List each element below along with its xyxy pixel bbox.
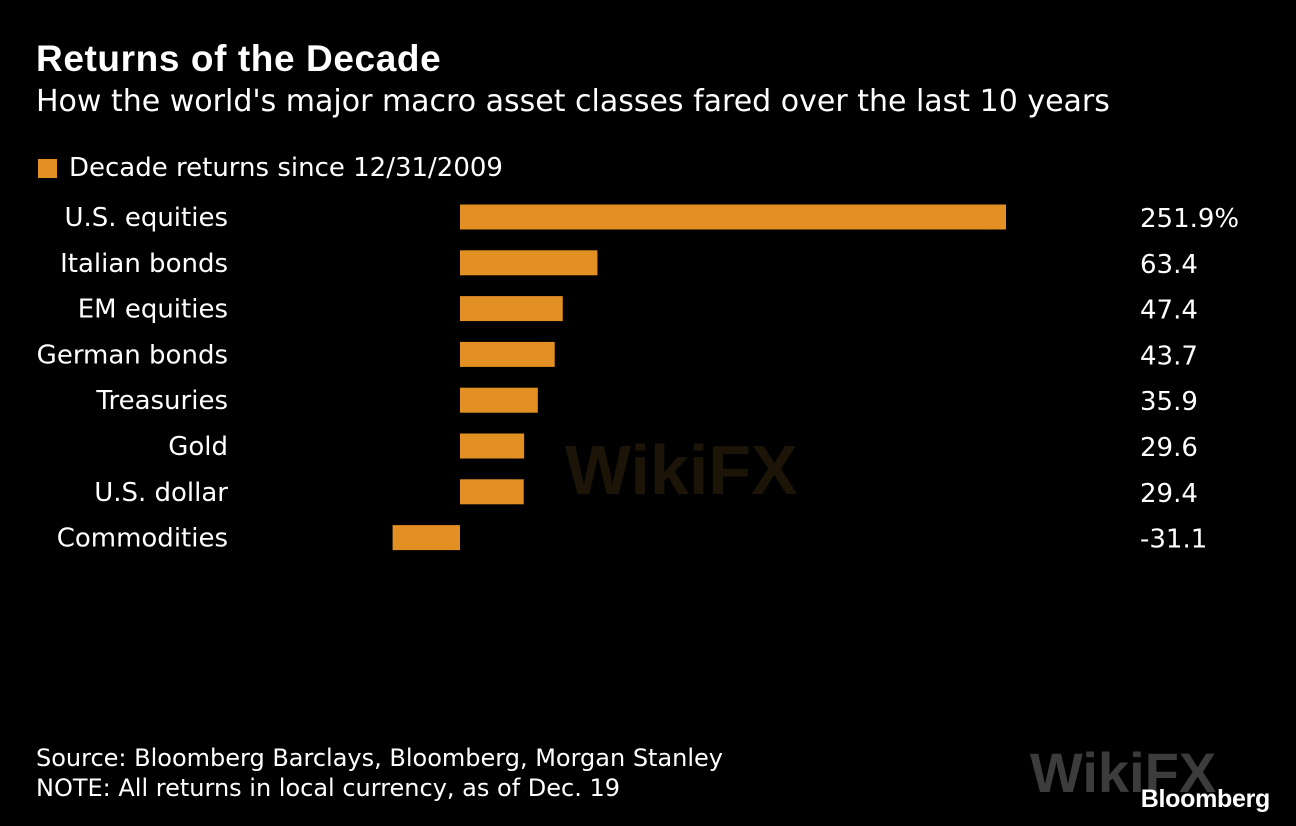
category-label: Gold [168,432,228,462]
chart-title: Returns of the Decade [36,38,442,79]
legend-label: Decade returns since 12/31/2009 [69,153,503,183]
bar [460,433,525,459]
value-label: 63.4 [1140,250,1198,280]
category-label: German bonds [37,340,228,370]
bar [460,250,598,276]
legend-swatch [38,158,57,178]
category-label: Treasuries [95,386,228,416]
bar [460,387,538,413]
bar [460,479,524,505]
value-label: 29.4 [1140,479,1198,509]
bar [460,341,555,367]
chart-subtitle: How the world's major macro asset classe… [36,84,1110,119]
category-label: Italian bonds [60,249,228,279]
bar [392,525,460,551]
value-label: 29.6 [1140,433,1198,463]
category-label: U.S. equities [65,203,229,233]
bloomberg-logo: Bloomberg [1140,785,1271,813]
value-label: 47.4 [1140,296,1198,326]
source-note: Source: Bloomberg Barclays, Bloomberg, M… [36,744,724,772]
currency-note: NOTE: All returns in local currency, as … [36,774,621,802]
value-label: 43.7 [1140,341,1198,371]
bar [460,296,563,322]
value-label: -31.1 [1140,525,1207,555]
legend: Decade returns since 12/31/2009 [38,152,503,184]
bar [460,204,1006,230]
category-label: Commodities [57,524,228,554]
value-label: 35.9 [1140,387,1198,417]
category-label: EM equities [78,295,228,325]
value-label: 251.9% [1140,204,1239,234]
category-label: U.S. dollar [94,478,228,508]
